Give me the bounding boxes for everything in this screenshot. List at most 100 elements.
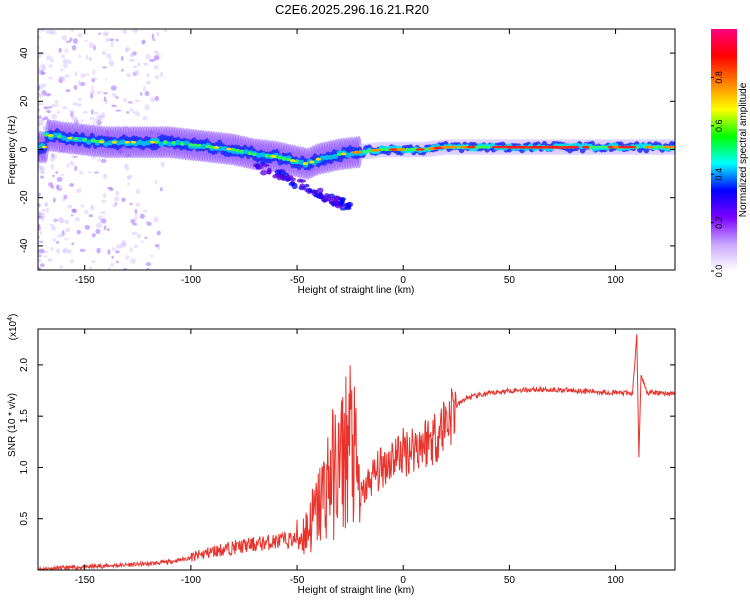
spectrogram-noise-mark — [56, 248, 60, 254]
spectrogram-noise-mark — [124, 163, 127, 170]
spectrogram-peak-mark — [624, 145, 637, 149]
spectrogram-noise-mark — [130, 258, 136, 264]
spectrogram-noise-mark — [145, 54, 151, 60]
spectrogram-noise-mark — [42, 215, 46, 219]
figure-title: C2E6.2025.296.16.21.R20 — [275, 2, 429, 17]
spectrogram-noise-mark — [62, 105, 68, 110]
spectrogram-noise-mark — [144, 236, 148, 239]
spectrogram-noise-mark — [132, 29, 139, 34]
spectrogram-tail-mark — [298, 179, 307, 183]
spectrogram-noise-mark — [91, 109, 94, 115]
spectrogram-core-mark — [456, 145, 461, 149]
spectrogram-noise-mark — [50, 104, 56, 107]
spectrogram-noise-mark — [106, 53, 111, 58]
spectrogram-noise-mark — [58, 47, 62, 53]
spectrogram-tail-mark — [288, 181, 296, 187]
spectrogram-noise-mark — [91, 260, 96, 263]
spectrogram-noise-mark — [38, 67, 42, 73]
spectrogram-tail-mark — [338, 196, 347, 201]
spectrogram-x-tick-label: 50 — [504, 275, 516, 286]
spectrogram-x-tick-label: 0 — [400, 275, 406, 286]
spectrogram-noise-mark — [105, 37, 110, 43]
spectrogram-noise-mark — [134, 71, 138, 77]
spectrogram-x-tick-label: 100 — [607, 275, 624, 286]
spectrogram-noise-mark — [66, 163, 70, 168]
spectrogram-noise-mark — [146, 73, 150, 78]
spectrogram-noise-mark — [49, 223, 55, 227]
spectrogram-noise-mark — [83, 248, 87, 253]
spectrogram-noise-mark — [130, 219, 136, 224]
snr-panel: -150 -100 -50 0 50 100 0.5 1.0 1.5 2.0 Height of… — [7, 314, 676, 596]
spectrogram-noise-mark — [40, 83, 45, 89]
spectrogram-core-mark — [73, 137, 79, 141]
spectrogram-noise-mark — [134, 214, 138, 221]
spectrogram-core-mark — [366, 149, 372, 153]
spectrogram-tail-mark — [261, 163, 270, 167]
spectrogram-noise-mark — [91, 233, 96, 238]
spectrogram-noise-mark — [103, 96, 107, 102]
spectrogram-noise-mark — [87, 171, 92, 174]
spectrogram-noise-mark — [145, 80, 152, 85]
spectrogram-noise-mark — [132, 111, 139, 115]
spectrogram-noise-mark — [59, 265, 64, 269]
colorbar-tick-label: 0.8 — [714, 71, 724, 84]
spectrogram-core-mark — [171, 141, 177, 145]
spectrogram-noise-mark — [144, 104, 150, 111]
spectrogram-noise-mark — [103, 225, 107, 231]
spectrogram-noise-mark — [102, 173, 108, 180]
spectrogram-noise-mark — [65, 227, 71, 233]
spectrogram-noise-mark — [106, 228, 110, 232]
spectrogram-noise-mark — [51, 174, 55, 177]
spectrogram-noise-mark — [65, 40, 71, 43]
spectrogram-noise-mark — [154, 180, 158, 185]
colorbar: 0.0 0.2 0.4 0.6 0.8 Normalized spectral ampl… — [711, 29, 749, 277]
spectrogram-noise-mark — [154, 95, 160, 102]
spectrogram-core-mark — [634, 145, 640, 149]
spectrogram-noise-mark — [121, 239, 127, 246]
spectrogram-noise-mark — [39, 166, 42, 169]
snr-scale-exponent: 4 — [7, 317, 14, 321]
spectrogram-noise-mark — [69, 259, 75, 264]
spectrogram-core-mark — [379, 147, 385, 152]
snr-x-tick-label: 50 — [504, 575, 516, 586]
spectrogram-core-mark — [82, 138, 88, 142]
spectrogram-noise-mark — [43, 250, 48, 254]
snr-y-tick-label: 1.0 — [19, 460, 30, 474]
spectrogram-noise-mark — [47, 76, 54, 80]
spectrogram-noise-mark — [43, 255, 48, 258]
spectrogram-noise-mark — [38, 100, 41, 107]
spectrogram-core-mark — [591, 145, 597, 149]
spectrogram-noise-mark — [121, 68, 124, 72]
spectrogram-noise-mark — [136, 233, 142, 239]
spectrogram-noise-mark — [98, 32, 102, 35]
spectrogram-noise-mark — [72, 102, 79, 106]
spectrogram-noise-mark — [106, 186, 113, 190]
spectrogram-noise-mark — [71, 45, 77, 51]
spectrogram-noise-mark — [38, 248, 45, 254]
spectrogram-noise-mark — [64, 48, 69, 54]
spectrogram-hot-mark — [124, 140, 130, 144]
spectrogram-noise-mark — [135, 188, 141, 195]
spectrogram-core-mark — [264, 154, 270, 158]
spectrogram-peak-mark — [466, 145, 476, 149]
spectrogram-noise-mark — [141, 39, 146, 45]
spectrogram-noise-mark — [80, 73, 86, 78]
spectrogram-noise-mark — [89, 58, 92, 61]
spectrogram-noise-mark — [121, 197, 126, 203]
spectrogram-noise-mark — [129, 247, 133, 252]
spectrogram-noise-mark — [77, 80, 81, 86]
spectrogram-hot-mark — [302, 162, 309, 165]
spectrogram-noise-mark — [115, 38, 119, 42]
spectrogram-y-tick-label: -40 — [19, 238, 30, 253]
spectrogram-noise-mark — [93, 111, 99, 115]
spectrogram-core-mark — [405, 147, 410, 152]
spectrogram-noise-mark — [142, 210, 148, 213]
snr-y-axis: 0.5 1.0 1.5 2.0 — [19, 358, 675, 526]
spectrogram-noise-mark — [149, 58, 156, 62]
spectrogram-noise-mark — [143, 62, 149, 66]
spectrogram-noise-mark — [43, 106, 50, 110]
spectrogram-tail-mark — [304, 183, 310, 188]
spectrogram-noise-mark — [137, 62, 141, 67]
spectrogram-noise-mark — [63, 237, 70, 240]
spectrogram-noise-mark — [115, 244, 122, 249]
